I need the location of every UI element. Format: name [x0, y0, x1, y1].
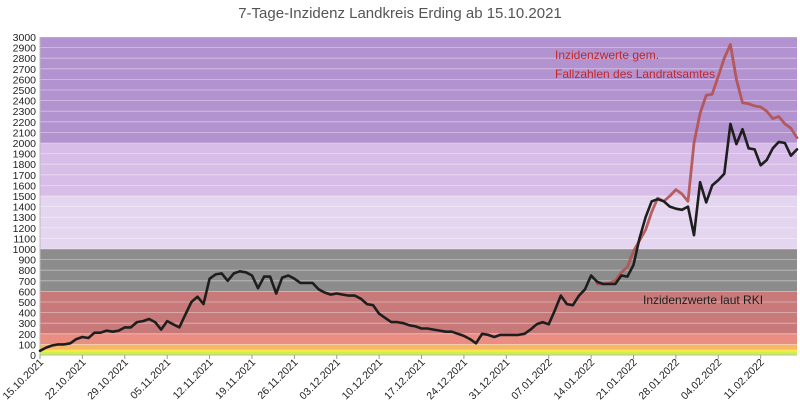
x-tick-label: 03.12.2021 [297, 357, 343, 403]
x-tick-label: 04.02.2022 [679, 357, 725, 403]
annotation-landratsamt-line1: Inzidenzwerte gem. [555, 48, 659, 62]
x-axis-ticks: 15.10.202122.10.202129.10.202105.11.2021… [0, 355, 767, 403]
y-tick-label: 2300 [13, 106, 37, 118]
y-axis-ticks: 0100200300400500600700800900100011001200… [13, 32, 37, 362]
y-tick-label: 200 [18, 329, 36, 341]
x-tick-label: 24.12.2021 [424, 357, 470, 403]
annotation-landratsamt-line2: Fallzahlen des Landratsamtes [555, 67, 715, 81]
series-line-landratsamt [595, 43, 799, 286]
y-tick-label: 1800 [13, 159, 37, 171]
y-tick-label: 1400 [13, 202, 37, 214]
band-2000-3000 [40, 37, 797, 143]
y-tick-label: 2400 [13, 96, 37, 108]
y-tick-label: 800 [18, 265, 36, 277]
y-tick-label: 1600 [13, 180, 37, 192]
x-tick-label: 29.10.2021 [85, 357, 131, 403]
y-tick-label: 2700 [13, 64, 37, 76]
series-lines [38, 43, 799, 353]
y-tick-label: 1100 [13, 233, 36, 245]
x-tick-label: 28.01.2022 [636, 357, 682, 403]
chart-title: 7-Tage-Inzidenz Landkreis Erding ab 15.1… [238, 5, 562, 22]
y-tick-label: 2600 [13, 74, 37, 86]
y-tick-label: 900 [18, 255, 36, 267]
annotation-rki: Inzidenzwerte laut RKI [643, 293, 763, 307]
y-tick-label: 2000 [13, 138, 37, 150]
x-tick-label: 31.12.2021 [467, 357, 513, 403]
y-tick-label: 1000 [13, 244, 37, 256]
y-tick-label: 300 [18, 318, 36, 330]
background-bands [40, 37, 797, 355]
band-1500-2000 [40, 143, 797, 196]
band-35-50 [40, 349, 797, 352]
x-tick-label: 19.11.2021 [213, 357, 258, 402]
y-tick-label: 2500 [13, 85, 37, 97]
x-tick-label: 07.01.2022 [509, 357, 555, 403]
grid-lines [39, 36, 797, 356]
x-tick-label: 26.11.2021 [255, 357, 300, 402]
y-tick-label: 3000 [13, 32, 37, 44]
y-tick-label: 500 [18, 297, 36, 309]
y-tick-label: 1500 [13, 191, 37, 203]
y-tick-label: 2100 [13, 127, 37, 139]
x-tick-label: 14.01.2022 [552, 357, 598, 403]
x-tick-label: 05.11.2021 [128, 357, 173, 402]
y-tick-label: 100 [18, 339, 36, 351]
x-tick-label: 15.10.2021 [0, 357, 46, 403]
x-tick-label: 22.10.2021 [43, 357, 89, 403]
x-tick-label: 12.11.2021 [171, 357, 216, 402]
series-line-rki [38, 122, 799, 353]
y-tick-label: 0 [30, 350, 36, 362]
x-tick-label: 10.12.2021 [340, 357, 386, 403]
x-tick-label: 11.02.2022 [722, 357, 767, 402]
band-600-1000 [40, 249, 797, 292]
y-tick-label: 400 [18, 308, 36, 320]
y-tick-label: 1300 [13, 212, 37, 224]
y-tick-label: 2800 [13, 53, 37, 65]
x-tick-label: 17.12.2021 [382, 357, 428, 403]
band-100-200 [40, 333, 797, 345]
x-tick-label: 21.01.2022 [594, 357, 640, 403]
y-tick-label: 600 [18, 286, 36, 298]
y-tick-label: 700 [18, 276, 36, 288]
y-tick-label: 1900 [13, 149, 37, 161]
y-tick-label: 1200 [13, 223, 37, 235]
band-50-100 [40, 344, 797, 350]
band-1000-1500 [40, 196, 797, 249]
y-tick-label: 2900 [13, 43, 37, 55]
y-tick-label: 2200 [13, 117, 37, 129]
y-tick-label: 1700 [13, 170, 37, 182]
band-0-35 [40, 351, 797, 355]
